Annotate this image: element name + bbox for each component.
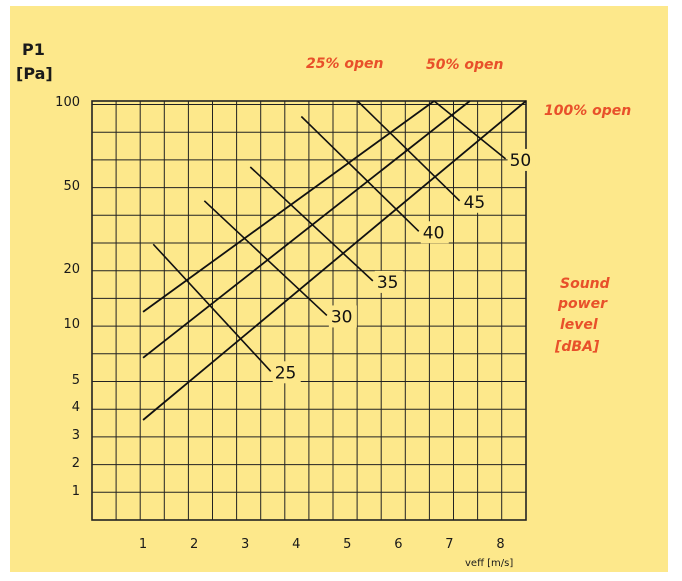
sound-power-title-line1: Sound (560, 276, 611, 292)
x-tick-label: 6 (394, 537, 402, 552)
y-tick-label: 20 (63, 262, 80, 277)
sound-level-label-bg (328, 305, 357, 328)
sound-power-title-line3: level (560, 317, 598, 333)
sound-level-label-30: 30 (331, 307, 353, 327)
sound-level-label-bg (420, 221, 449, 244)
y-tick-label: 2 (72, 456, 80, 471)
series-label-25-open: 25% open (306, 56, 384, 72)
x-tick-label: 1 (139, 537, 147, 552)
series-line-1 (142, 100, 435, 313)
y-tick-label: 10 (63, 317, 80, 332)
series-line-3 (142, 100, 527, 421)
sound-level-label-bg (461, 190, 490, 213)
x-tick-label: 3 (241, 537, 249, 552)
y-tick-label: 3 (72, 428, 80, 443)
y-tick-label: 50 (63, 179, 80, 194)
sound-level-label-35: 35 (377, 273, 399, 293)
y-tick-label: 100 (55, 95, 80, 110)
y-tick-label: 1 (72, 484, 80, 499)
sound-level-line-45 (356, 100, 461, 202)
sound-level-label-25: 25 (275, 363, 297, 383)
y-axis-title: P1 (22, 40, 45, 59)
y-tick-label: 4 (72, 400, 80, 415)
y-tick-label: 5 (72, 373, 80, 388)
x-axis-title: veff [m/s] (465, 558, 513, 569)
x-tick-label: 4 (292, 537, 300, 552)
sound-level-label-50: 50 (510, 151, 532, 171)
x-tick-label: 2 (190, 537, 198, 552)
sound-level-label-bg (272, 361, 301, 384)
y-axis-unit: [Pa] (16, 64, 53, 83)
sound-power-title-line4: [dBA] (554, 339, 600, 355)
sound-level-label-bg (507, 148, 536, 171)
x-tick-label: 7 (445, 537, 453, 552)
sound-level-line-30 (203, 200, 328, 317)
sound-power-title-line2: power (557, 296, 608, 312)
sound-level-line-40 (300, 115, 420, 232)
x-tick-label: 5 (343, 537, 351, 552)
sound-level-label-45: 45 (464, 193, 486, 213)
x-tick-label: 8 (496, 537, 504, 552)
sound-level-line-35 (249, 166, 374, 282)
plot-frame (91, 100, 527, 521)
sound-level-line-25 (152, 243, 272, 372)
series-label-100-open: 100% open (544, 103, 631, 119)
series-line-2 (142, 100, 471, 359)
sound-level-line-50 (433, 100, 507, 160)
series-label-50-open: 50% open (426, 57, 504, 73)
sound-level-label-40: 40 (423, 223, 445, 243)
sound-level-label-bg (374, 270, 403, 293)
